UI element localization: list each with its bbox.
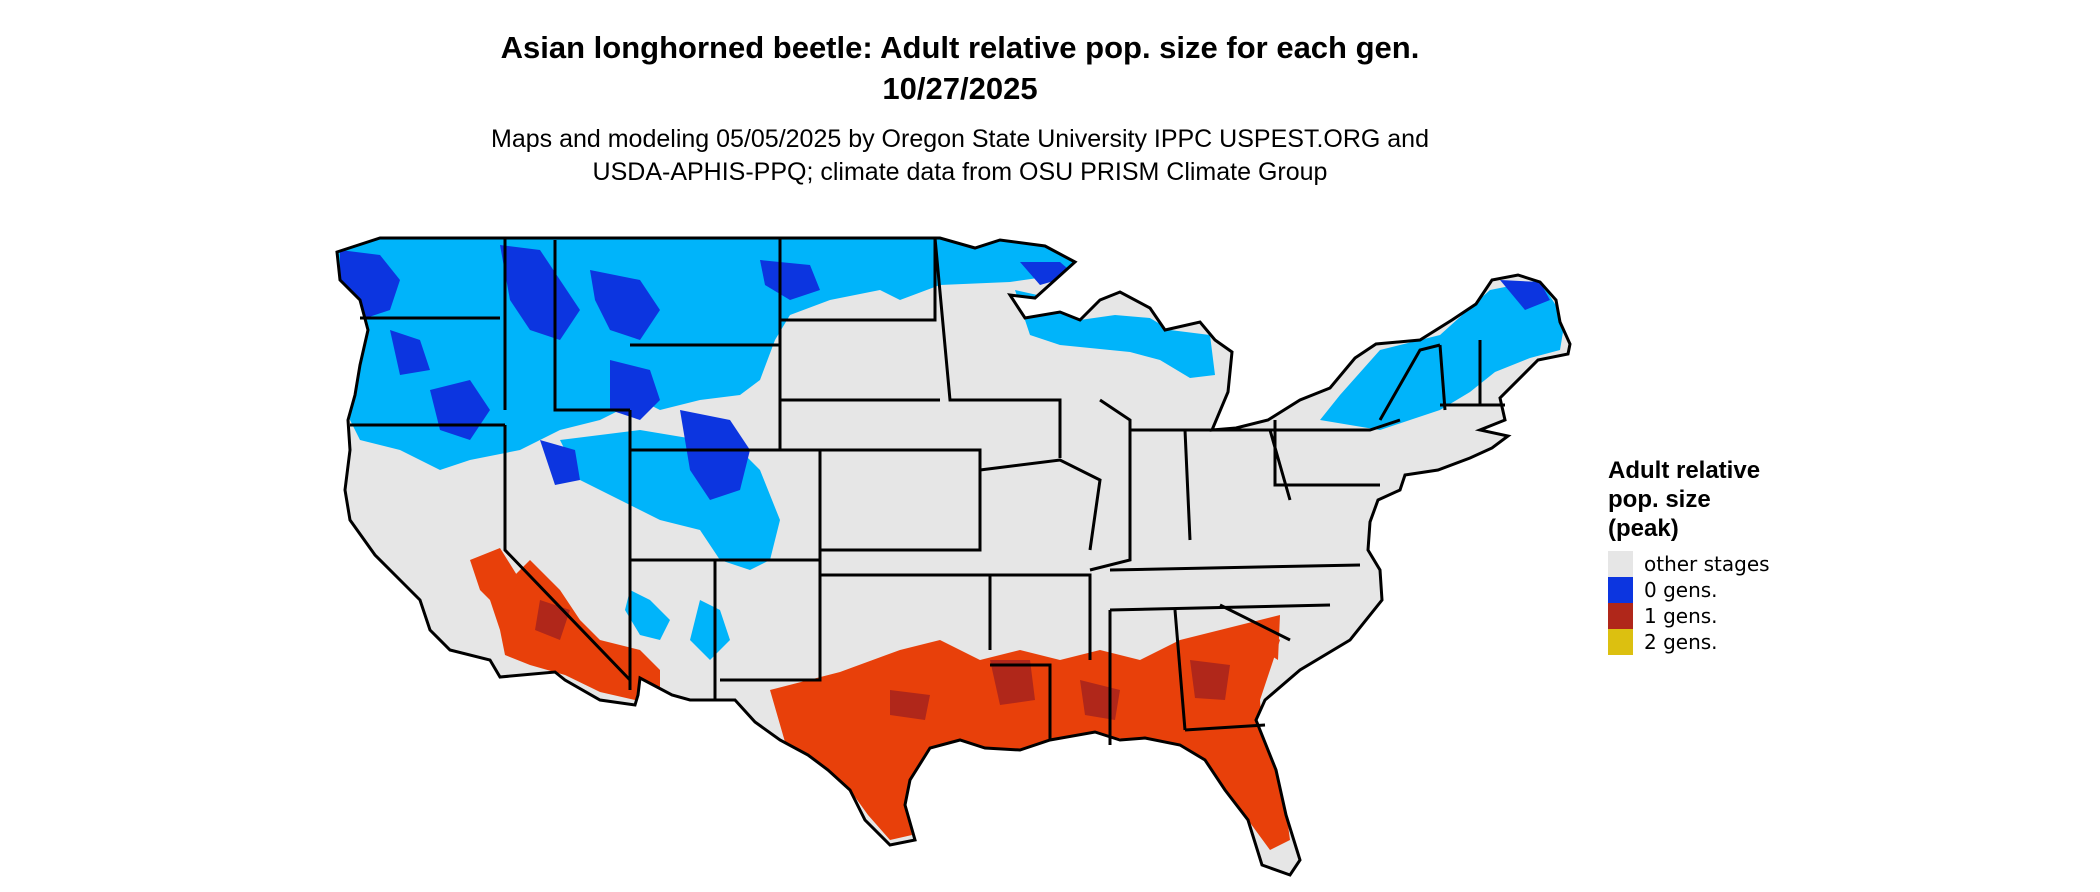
legend-title-line-3: (peak) [1608,515,1679,542]
legend-item-other-stages: other stages [1608,551,1848,577]
subtitle-line-1: Maps and modeling 05/05/2025 by Oregon S… [491,125,1429,153]
one-gen-regions [470,548,1290,850]
fl-border [1184,723,1266,732]
legend-label: 1 gens. [1644,604,1718,628]
legend-swatch [1608,551,1633,577]
state-borders [335,236,1572,877]
wyoming [630,343,782,452]
nm [720,560,822,682]
subtitle-line-2: USDA-APHIS-PPQ; climate data from OSU PR… [592,158,1328,186]
legend-swatch [1608,603,1633,629]
id-mt-border [553,240,630,412]
map-fill-layer [337,238,1570,875]
title-line-1: Asian longhorned beetle: Adult relative … [500,30,1420,65]
illinois [1089,398,1132,572]
nd-sd [780,238,937,322]
legend-item-2-gens: 2 gens. [1608,629,1848,655]
legend-item-0-gens: 0 gens. [1608,577,1848,603]
ca-nv-border [503,425,632,682]
tn-south-border [1109,603,1331,612]
utah-az [628,450,717,700]
map-subtitle: Maps and modeling 05/05/2025 by Oregon S… [0,123,1920,189]
map-title: Asian longhorned beetle: Adult relative … [0,27,1920,109]
legend-label: 2 gens. [1644,630,1718,654]
pa-ny [1270,418,1401,432]
legend-label: other stages [1644,552,1770,576]
vt-nh [1438,344,1447,411]
louisiana [990,663,1052,740]
legend-swatch [1608,577,1633,603]
minnesota-iowa [933,237,1062,458]
legend-swatch [1608,629,1633,655]
legend-title-line-1: Adult relative [1608,457,1761,484]
title-date: 10/27/2025 [882,71,1038,106]
nebraska-kansas [780,448,982,552]
zero-gens-dark-regions [340,245,1550,500]
al-ga-border [1173,609,1187,731]
legend-title-line-2: pop. size [1608,486,1711,513]
sc-border [1219,603,1291,642]
legend-item-1-gens: 1 gens. [1608,603,1848,629]
arkansas [990,573,1092,660]
legend-title: Adult relative pop. size (peak) [1608,456,1848,543]
tn-ky-border [1109,563,1361,572]
ny-east [1378,343,1441,421]
pennsylvania [1273,420,1380,487]
missouri [979,458,1102,551]
legend-label: 0 gens. [1644,578,1718,602]
legend: Adult relative pop. size (peak) other st… [1608,456,1848,655]
